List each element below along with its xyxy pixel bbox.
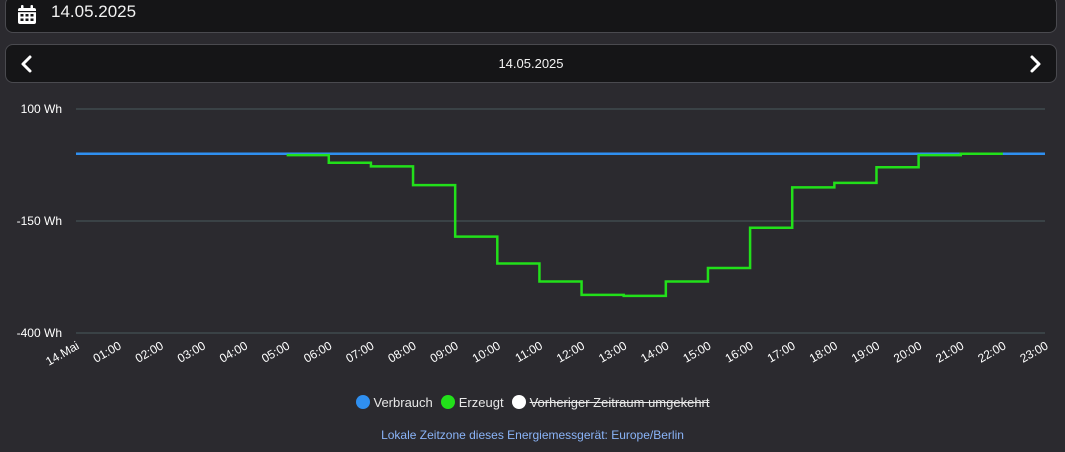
current-period-label: 14.05.2025 xyxy=(498,56,564,71)
legend-item[interactable]: Verbrauch xyxy=(355,394,433,410)
x-tick-label: 09:00 xyxy=(428,338,461,365)
x-tick-label: 11:00 xyxy=(513,338,546,365)
x-tick-label: 08:00 xyxy=(386,338,419,365)
x-tick-label: 23:00 xyxy=(1017,338,1050,365)
x-tick-label: 17:00 xyxy=(765,338,798,365)
chevron-left-icon[interactable] xyxy=(16,53,38,75)
legend-item[interactable]: Vorheriger Zeitraum umgekehrt xyxy=(511,394,710,410)
date-picker[interactable]: 14.05.2025 xyxy=(5,0,1057,33)
timezone-note: Lokale Zeitzone dieses Energiemessgerät:… xyxy=(381,428,684,442)
legend-marker xyxy=(511,395,526,409)
chart-legend: Verbrauch Erzeugt Vorheriger Zeitraum umge… xyxy=(0,393,1065,411)
y-tick-label: -150 Wh xyxy=(17,214,62,228)
date-navigation: 14.05.2025 xyxy=(5,44,1057,83)
x-tick-label: 02:00 xyxy=(133,338,166,365)
x-tick-label: 03:00 xyxy=(175,338,208,365)
x-tick-label: 13:00 xyxy=(596,338,629,365)
legend-label: Verbrauch xyxy=(373,394,433,410)
x-tick-label: 18:00 xyxy=(807,338,840,365)
x-tick-label: 19:00 xyxy=(849,338,882,365)
legend-label: Erzeugt xyxy=(458,394,504,410)
x-tick-label: 07:00 xyxy=(343,338,376,365)
date-value: 14.05.2025 xyxy=(51,2,137,21)
x-tick-label: 04:00 xyxy=(217,338,250,365)
x-tick-label: 06:00 xyxy=(301,338,334,365)
x-tick-label: 16:00 xyxy=(723,338,756,365)
x-tick-label: 10:00 xyxy=(470,338,503,365)
x-tick-label: 14.Mai xyxy=(43,338,81,368)
x-tick-label: 14:00 xyxy=(638,338,671,365)
x-tick-label: 20:00 xyxy=(891,338,924,365)
series-line-erzeugt xyxy=(286,152,1003,298)
legend-label: Vorheriger Zeitraum umgekehrt xyxy=(529,394,710,410)
x-tick-label: 15:00 xyxy=(680,338,713,365)
legend-item[interactable]: Erzeugt xyxy=(440,394,504,410)
x-tick-label: 05:00 xyxy=(259,338,292,365)
x-tick-label: 12:00 xyxy=(554,338,587,365)
x-tick-label: 21:00 xyxy=(933,338,966,365)
x-tick-label: 22:00 xyxy=(975,338,1008,365)
chevron-right-icon[interactable] xyxy=(1024,53,1046,75)
y-tick-label: -400 Wh xyxy=(17,326,62,340)
x-tick-label: 01:00 xyxy=(91,338,124,365)
y-tick-label: 100 Wh xyxy=(21,102,62,116)
legend-marker xyxy=(355,395,370,409)
legend-marker xyxy=(440,395,455,409)
calendar-icon xyxy=(18,5,36,24)
